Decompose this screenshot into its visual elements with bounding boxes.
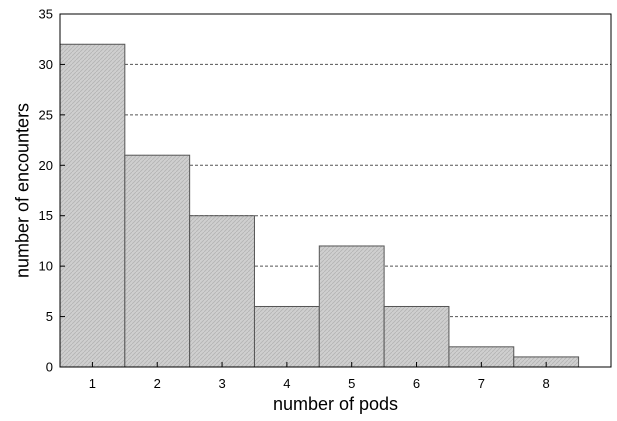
x-tick-label: 4 [283,376,290,391]
y-tick-label: 30 [39,57,53,72]
x-tick-label: 7 [478,376,485,391]
bar-5 [318,245,385,368]
y-tick-label: 25 [39,107,53,122]
x-tick-label: 2 [154,376,161,391]
x-tick-label: 1 [89,376,96,391]
y-tick-label: 0 [46,360,53,375]
y-tick-label: 15 [39,208,53,223]
y-axis-label: number of encounters [12,103,32,278]
plot-area-frame [59,13,612,368]
x-tick-label: 5 [348,376,355,391]
bar-6 [383,305,450,368]
y-tick-label: 20 [39,158,53,173]
bar-2 [124,154,191,368]
x-tick-label: 3 [218,376,225,391]
x-tick-label: 8 [543,376,550,391]
bar-3 [189,215,255,368]
x-axis-ticks: 1 2 3 4 5 6 7 8 [89,362,550,391]
y-tick-label: 35 [39,7,53,22]
x-axis-label: number of pods [273,394,398,414]
y-tick-label: 10 [39,259,53,274]
bars [59,43,580,368]
y-axis-ticks: 0 5 10 15 20 25 30 35 [39,7,65,375]
x-tick-label: 6 [413,376,420,391]
y-tick-label: 5 [46,309,53,324]
bar-4 [253,305,320,368]
bar-1 [59,43,126,368]
